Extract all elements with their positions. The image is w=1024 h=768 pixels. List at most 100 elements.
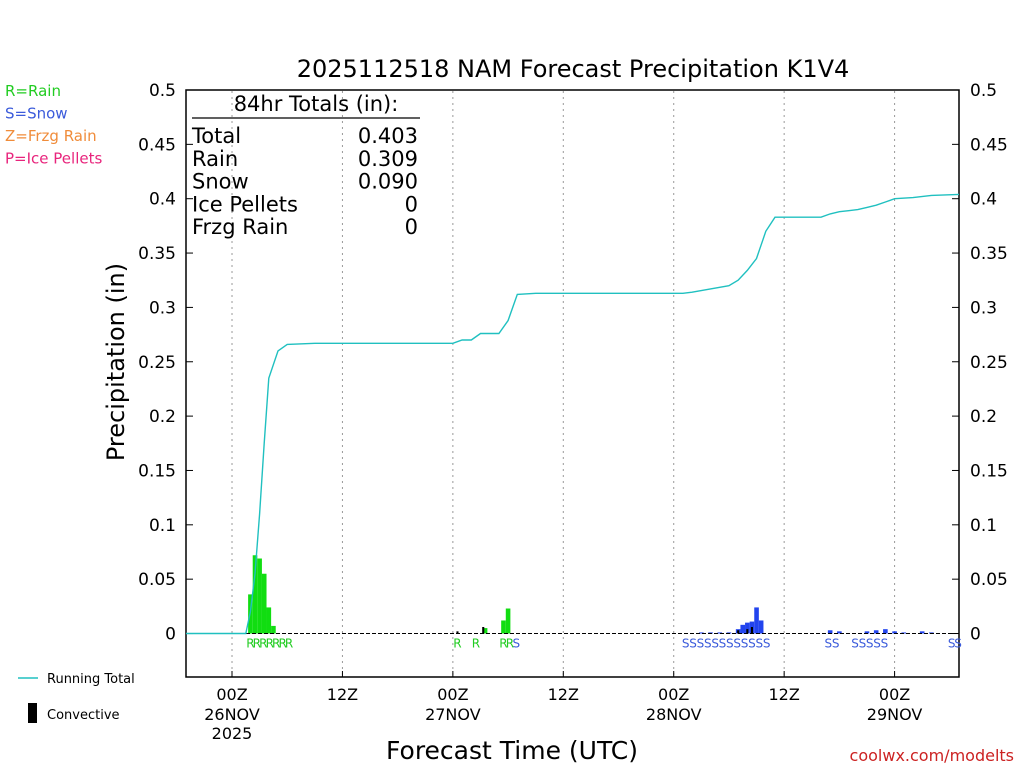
convective-legend-swatch	[28, 703, 37, 723]
x-tick-date: 27NOV	[425, 705, 481, 724]
rain-bar	[266, 607, 272, 634]
y-tick-label-right: 0.3	[970, 298, 997, 318]
totals-row-value: 0.309	[358, 147, 418, 171]
snow-bar	[708, 632, 713, 634]
snow-bar	[740, 624, 746, 634]
totals-row-label: Snow	[192, 170, 249, 194]
rain-bar	[252, 555, 258, 634]
snow-bar	[699, 632, 704, 634]
convective-legend-label: Convective	[47, 708, 120, 723]
x-tick-year: 2025	[212, 724, 253, 743]
x-tick-label: 00Z	[658, 685, 689, 704]
y-tick-label-right: 0.35	[970, 244, 1008, 264]
y-tick-label-right: 0.2	[970, 407, 997, 427]
x-tick-label: 00Z	[437, 685, 468, 704]
snow-bar	[929, 632, 934, 634]
totals-box: 84hr Totals (in): Total 0.403 Rain 0.309 Sno…	[191, 92, 420, 239]
ptype-mark: S	[719, 637, 727, 651]
rain-bar	[501, 620, 506, 634]
ptype-mark: R	[499, 637, 507, 651]
rain-bar	[257, 558, 262, 634]
y-tick-label-left: 0.2	[149, 407, 176, 427]
snow-bar	[745, 622, 750, 634]
x-tick-date: 28NOV	[646, 705, 702, 724]
x-axis-label: Forecast Time (UTC)	[386, 736, 638, 765]
snow-bar	[837, 631, 842, 634]
running-total-legend-label: Running Total	[47, 672, 135, 687]
ptype-legend: R=Rain S=Snow Z=Frzg Rain P=Ice Pellets	[5, 82, 102, 168]
running-total-line	[186, 193, 960, 635]
ptype-mark: S	[711, 637, 719, 651]
snow-bar	[726, 632, 732, 634]
ptype-mark: S	[881, 637, 889, 651]
ptype-mark: S	[954, 637, 962, 651]
site-credit: coolwx.com/modelts	[850, 746, 1014, 765]
ptype-mark: R	[453, 637, 461, 651]
ptype-mark: R	[266, 637, 274, 651]
x-tick-label: 00Z	[216, 685, 247, 704]
x-grid-lines	[231, 91, 896, 676]
y-axis-label: Precipitation (in)	[102, 263, 130, 461]
totals-row-value: 0.403	[358, 124, 418, 148]
ptype-legend-item: Z=Frzg Rain	[5, 127, 97, 145]
x-tick-label: 12Z	[548, 685, 579, 704]
y-tick-label-left: 0.15	[138, 461, 176, 481]
ptype-mark: R	[278, 637, 286, 651]
ptype-mark: S	[825, 637, 833, 651]
ptype-mark: S	[697, 637, 705, 651]
snow-bar	[758, 620, 764, 634]
y-tick-label-left: 0.5	[149, 81, 176, 101]
ptype-mark: S	[832, 637, 840, 651]
y-tick-label-left: 0.25	[138, 353, 176, 373]
y-tick-label-left: 0.35	[138, 244, 176, 264]
snow-bar	[901, 632, 907, 634]
y-tick-label-right: 0.25	[970, 353, 1008, 373]
ptype-mark: S	[741, 637, 749, 651]
ptype-mark: S	[726, 637, 734, 651]
ptype-legend-item: R=Rain	[5, 82, 61, 100]
snow-bar	[827, 630, 833, 634]
ptype-mark: S	[704, 637, 712, 651]
y-axis-ticks: 0 00.05 0.050.1 0.10.15 0.150.2 0.20.25 0.250.…	[138, 81, 1008, 645]
totals-rows: Total 0.403 Rain 0.309 Snow 0.090 Ice Pellets 0…	[191, 124, 418, 239]
y-tick-label-left: 0.45	[138, 135, 176, 155]
y-tick-label-left: 0.05	[138, 570, 176, 590]
y-tick-label-right: 0.1	[970, 516, 997, 536]
series-legend: Running Total Convective	[18, 672, 135, 723]
y-tick-label-right: 0.45	[970, 135, 1008, 155]
x-tick-date: 26NOV	[204, 705, 260, 724]
ptype-mark: S	[682, 637, 690, 651]
y-tick-label-right: 0	[970, 625, 981, 645]
x-tick-label: 12Z	[327, 685, 358, 704]
y-tick-label-right: 0.4	[970, 190, 997, 210]
totals-row-value: 0	[405, 192, 418, 216]
convective-bar	[750, 626, 753, 634]
ptype-mark: S	[755, 637, 763, 651]
snow-bar	[892, 631, 897, 634]
rain-bar	[261, 573, 267, 634]
precip-bars	[248, 555, 934, 634]
snow-bar	[919, 631, 925, 634]
convective-bar	[746, 629, 749, 634]
plot-frame	[185, 89, 960, 678]
ptype-mark: S	[948, 637, 956, 651]
convective-bar	[737, 630, 740, 634]
ptype-mark: S	[513, 637, 521, 651]
ptype-mark: R	[246, 637, 254, 651]
y-tick-label-right: 0.05	[970, 570, 1008, 590]
ptype-mark: R	[472, 637, 480, 651]
snow-bar	[873, 630, 879, 634]
snow-bar	[864, 631, 870, 634]
ptype-mark: R	[259, 637, 267, 651]
totals-row-label: Rain	[192, 147, 238, 171]
ptype-mark: R	[506, 637, 514, 651]
y-tick-label-left: 0	[165, 625, 176, 645]
ptype-mark: S	[733, 637, 741, 651]
rain-bar	[482, 628, 488, 634]
ptype-mark: S	[859, 637, 867, 651]
convective-bar	[482, 626, 485, 634]
x-tick-label: 00Z	[879, 685, 910, 704]
